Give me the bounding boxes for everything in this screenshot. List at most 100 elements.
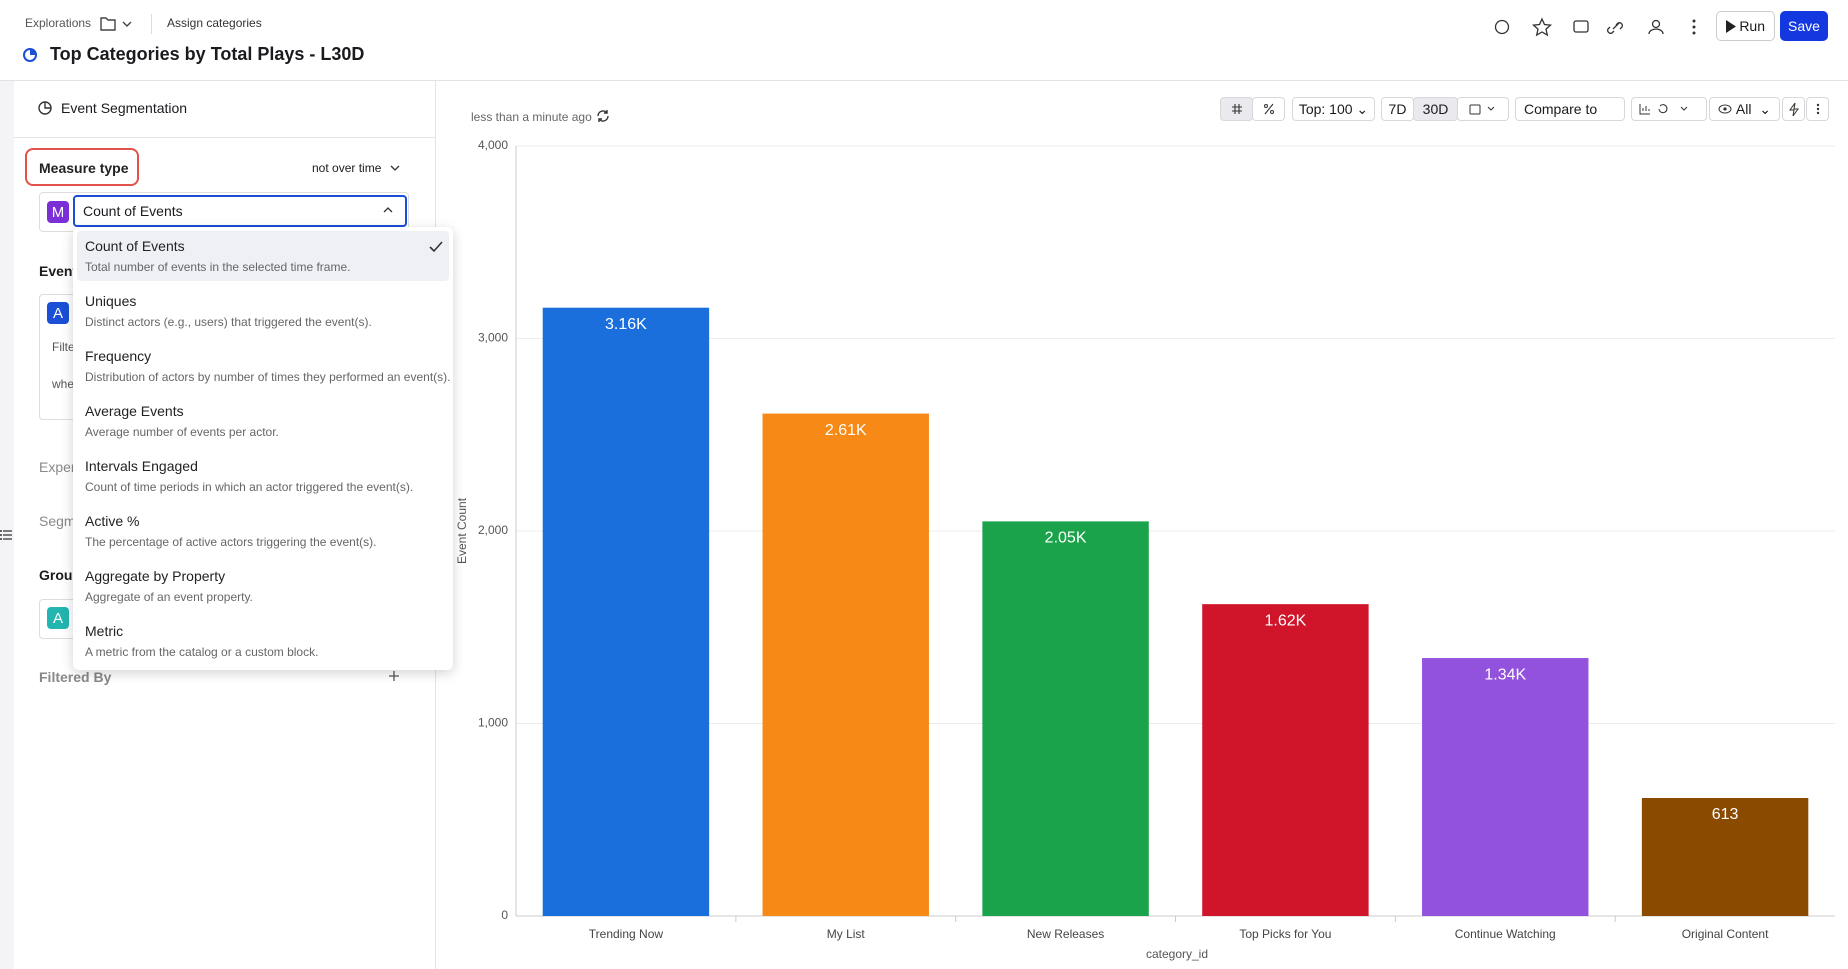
option-description: Distribution of actors by number of time… [85, 370, 451, 384]
percent-icon [1263, 103, 1274, 115]
hash-icon [1231, 104, 1242, 114]
view-select[interactable]: All ⌄ [1709, 97, 1780, 121]
more-button[interactable] [1806, 97, 1829, 121]
compare-label: Compare to [1524, 101, 1598, 117]
x-tick-label: Top Picks for You [1239, 927, 1331, 941]
compare-select[interactable]: Compare to [1515, 97, 1625, 121]
segmentation-icon [38, 101, 52, 115]
x-tick-label: My List [827, 927, 866, 941]
chart-option-icons [1639, 104, 1688, 115]
dots-icon [1816, 103, 1819, 115]
y-tick-label: 3,000 [478, 331, 508, 345]
add-icon[interactable] [388, 670, 400, 682]
option-label: Count of Events [85, 238, 185, 254]
eye-icon [1718, 104, 1732, 114]
value-label: 1.62K [1265, 612, 1307, 629]
value-label: 2.05K [1045, 530, 1087, 547]
range-30d[interactable]: 30D [1413, 97, 1458, 121]
value-label: 3.16K [605, 316, 647, 333]
page-title: Top Categories by Total Plays - L30D [50, 44, 365, 64]
bar [762, 413, 929, 916]
option-label: Active % [85, 513, 140, 529]
value-label: 2.61K [825, 422, 867, 439]
run-label: Run [1739, 18, 1765, 34]
option-description: Average number of events per actor. [85, 425, 279, 439]
option-description: Count of time periods in which an actor … [85, 480, 414, 494]
option-description: Aggregate of an event property. [85, 590, 253, 604]
bar [982, 521, 1149, 916]
bolt-button[interactable] [1782, 97, 1805, 121]
option-label: Frequency [85, 348, 152, 364]
number-toggle[interactable] [1220, 97, 1253, 121]
x-axis-label: category_id [1146, 947, 1208, 961]
dropdown-option[interactable]: Frequency Distribution of actors by numbe… [77, 341, 451, 391]
x-tick-label: Original Content [1682, 927, 1769, 941]
experiments-label[interactable]: Exper [39, 459, 76, 475]
y-tick-label: 1,000 [478, 716, 508, 730]
view-label: All [1735, 101, 1752, 117]
calendar-icon [1469, 104, 1495, 115]
option-label: Average Events [85, 403, 184, 419]
group-badge: A [47, 607, 69, 629]
refresh-icon[interactable] [595, 108, 611, 124]
divider [151, 14, 152, 34]
top-label: Top: 100 [1298, 101, 1353, 117]
tab-label[interactable]: Assign categories [167, 16, 262, 30]
time-mode[interactable]: not over time [312, 161, 382, 175]
bar [542, 307, 710, 916]
breadcrumb[interactable]: Explorations [25, 16, 92, 30]
dropdown-option[interactable]: Count of Events Total number of events in… [77, 231, 449, 281]
y-tick-label: 4,000 [478, 138, 508, 152]
highlight-box [25, 148, 139, 186]
measure-type-label: Measure type [39, 160, 129, 176]
option-description: Total number of events in the selected t… [85, 260, 351, 274]
value-label: 1.34K [1484, 666, 1526, 683]
list-icon[interactable] [0, 529, 12, 541]
dropdown-option[interactable]: Intervals Engaged Count of time periods i… [77, 451, 449, 501]
event-badge: A [47, 302, 69, 324]
option-label: Intervals Engaged [85, 458, 198, 474]
dropdown-option[interactable]: Active % The percentage of active actors … [77, 506, 449, 556]
header [0, 0, 1848, 81]
measure-value: Count of Events [83, 203, 183, 219]
header-icons[interactable] [1494, 17, 1704, 37]
bar [1202, 604, 1369, 916]
dropdown-option[interactable]: Aggregate by Property Aggregate of an eve… [77, 561, 449, 611]
divider [14, 137, 435, 138]
calendar-select[interactable] [1457, 97, 1509, 121]
dropdown-option[interactable]: Metric A metric from the catalog or a cus… [77, 616, 449, 666]
save-button[interactable]: Save [1780, 11, 1828, 41]
percent-toggle[interactable] [1252, 97, 1285, 121]
x-tick-label: Trending Now [589, 927, 664, 941]
bar [1422, 658, 1589, 916]
chevron[interactable] [390, 164, 400, 172]
chart-icon [23, 48, 37, 62]
filtered-by-label: Filtered By [39, 669, 112, 685]
option-description: A metric from the catalog or a custom bl… [85, 645, 319, 659]
left-strip [0, 81, 14, 969]
segments-label[interactable]: Segm [39, 513, 76, 529]
y-axis-label: Event Count [455, 497, 469, 564]
y-tick-label: 0 [501, 908, 508, 922]
group-label: Group [39, 567, 81, 583]
dropdown-option[interactable]: Average Events Average number of events p… [77, 396, 449, 446]
folder-icon[interactable] [99, 15, 133, 33]
dropdown-option[interactable]: Uniques Distinct actors (e.g., users) tha… [77, 286, 449, 336]
measure-select[interactable] [73, 195, 407, 227]
top-select[interactable]: Top: 100 ⌄ [1292, 97, 1375, 121]
play-icon [1726, 20, 1736, 33]
range-7d[interactable]: 7D [1381, 97, 1414, 121]
value-label: 613 [1712, 806, 1739, 823]
chart-options[interactable] [1631, 97, 1707, 121]
chevron-up[interactable] [383, 206, 393, 214]
check-icon [429, 241, 443, 253]
where-text: whe [52, 377, 75, 391]
bar [1641, 797, 1809, 916]
run-button[interactable]: Run [1716, 11, 1775, 41]
option-label: Metric [85, 623, 124, 639]
y-tick-label: 2,000 [478, 523, 508, 537]
x-tick-label: New Releases [1027, 927, 1104, 941]
option-description: Distinct actors (e.g., users) that trigg… [85, 315, 372, 329]
